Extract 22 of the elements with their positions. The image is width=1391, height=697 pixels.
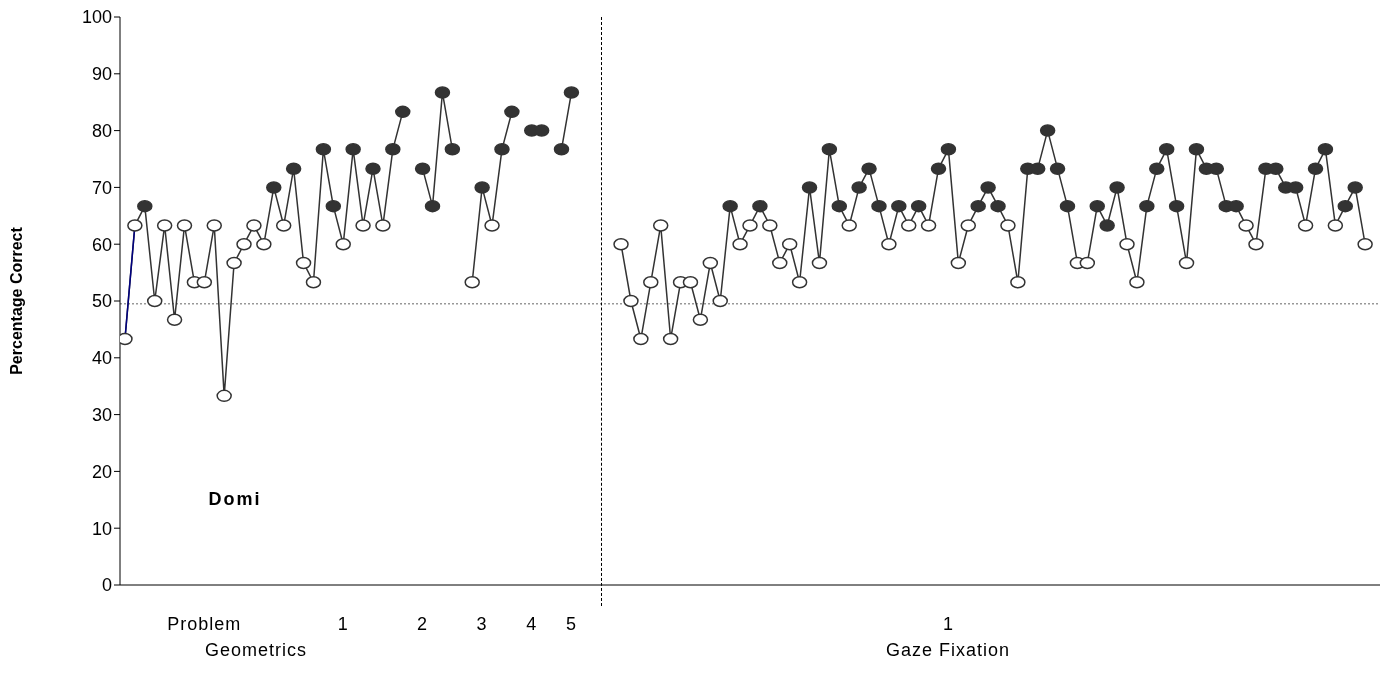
annotation: Domi — [208, 489, 262, 510]
x-tick-label: 2 — [417, 613, 429, 634]
x-tick-label: 1 — [942, 613, 954, 634]
y-tick-label: 30 — [91, 404, 112, 425]
text: Gaze Fixation — [885, 640, 1011, 661]
y-tick-label: 100 — [81, 7, 112, 28]
y-tick-label: 40 — [91, 348, 112, 369]
x-tick-label: 3 — [476, 613, 488, 634]
y-tick-label: 20 — [91, 461, 112, 482]
x-tick-label: 4 — [526, 613, 538, 634]
x-tick-label: Problem — [167, 613, 242, 634]
x-tick-label: 1 — [337, 613, 349, 634]
y-tick-label: 10 — [91, 518, 112, 539]
y-tick-label: 80 — [91, 120, 112, 141]
y-tick-label: 90 — [91, 64, 112, 85]
y-tick-label: 0 — [101, 575, 112, 596]
text: Geometrics — [204, 640, 308, 661]
y-tick-label: 70 — [91, 177, 112, 198]
x-tick-label: 5 — [565, 613, 577, 634]
y-tick-label: 60 — [91, 234, 112, 255]
y-axis-title: Percentage Correct — [7, 226, 25, 375]
y-tick-label: 50 — [91, 291, 112, 312]
